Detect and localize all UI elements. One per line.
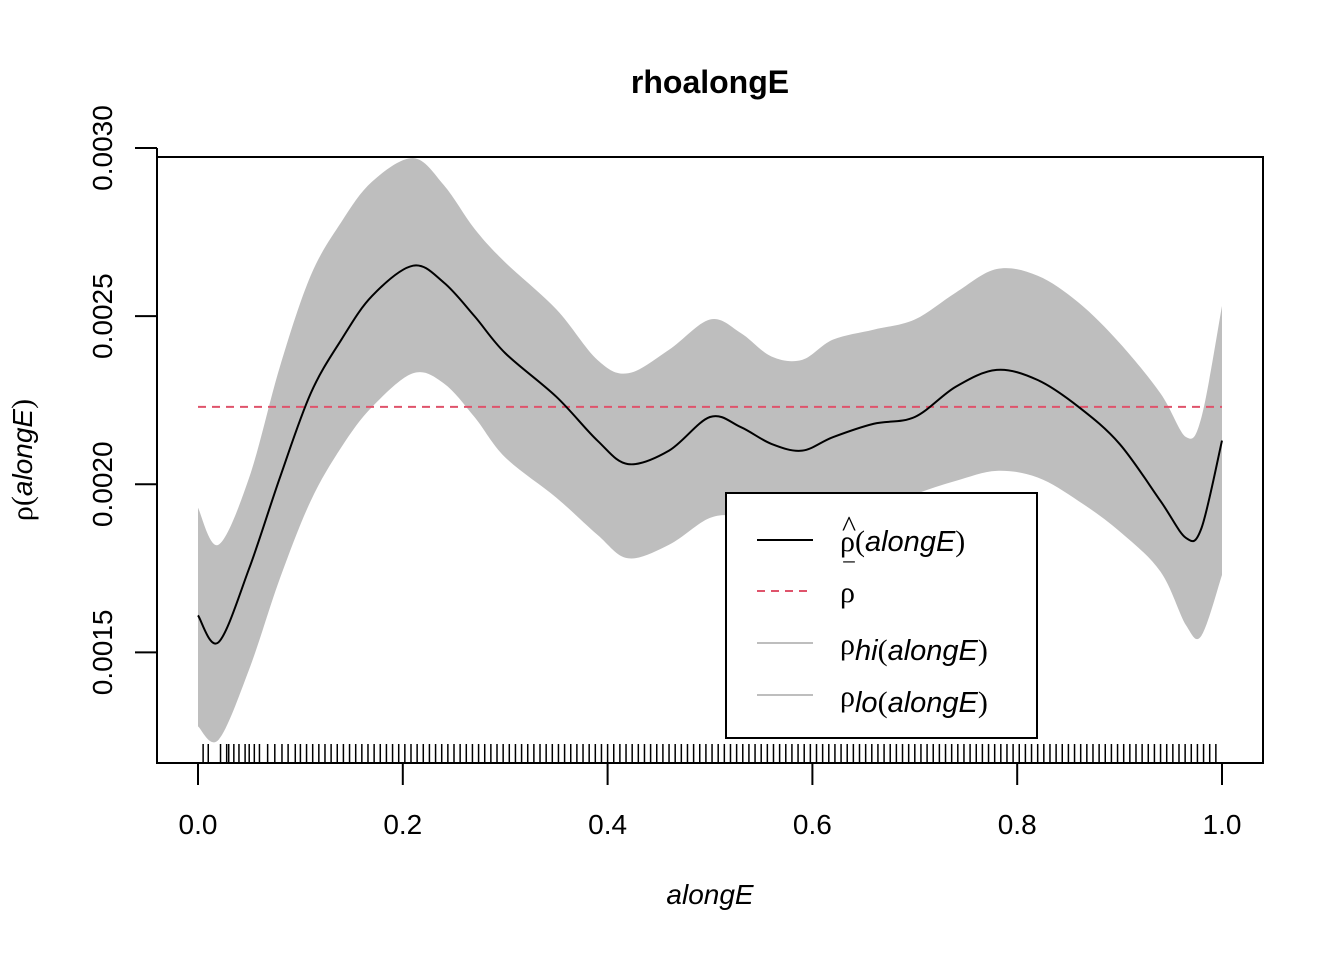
y-tick-label: 0.0030 xyxy=(87,105,118,191)
confidence-band-layer xyxy=(198,158,1222,743)
x-tick-label: 0.2 xyxy=(383,809,422,840)
legend: ρ(alongE)^ ρ‾ ρhi(alongE) ρlo(alongE) xyxy=(725,492,1038,739)
rug-layer xyxy=(202,744,1217,763)
x-tick-label: 0.0 xyxy=(179,809,218,840)
y-axis-label: ρ(alongE) xyxy=(6,399,39,521)
y-axis: 0.0015 0.0020 0.0025 0.0030 xyxy=(87,105,158,696)
y-tick-label: 0.0025 xyxy=(87,273,118,359)
legend-box xyxy=(725,492,1038,739)
legend-entry-label: ρ xyxy=(840,576,855,609)
legend-entry-label: ρ(alongE) xyxy=(840,525,965,558)
x-tick-label: 0.4 xyxy=(588,809,627,840)
x-axis-label: alongE xyxy=(666,879,754,910)
x-tick-label: 1.0 xyxy=(1203,809,1242,840)
x-axis: 0.0 0.2 0.4 0.6 0.8 1.0 xyxy=(179,762,1242,840)
series-line-layer xyxy=(197,264,1223,645)
rho-hat-line xyxy=(197,264,1223,645)
legend-bar-mark: ‾ xyxy=(843,559,855,592)
legend-entry-label: ρlo(alongE) xyxy=(840,680,988,719)
legend-hat-mark: ^ xyxy=(842,510,856,543)
y-tick-label: 0.0020 xyxy=(87,441,118,527)
y-tick-label: 0.0015 xyxy=(87,610,118,696)
x-tick-label: 0.8 xyxy=(998,809,1037,840)
confidence-band xyxy=(198,158,1222,743)
x-tick-label: 0.6 xyxy=(793,809,832,840)
legend-entry-label: ρhi(alongE) xyxy=(840,628,988,667)
chart-title: rhoalongE xyxy=(631,64,789,100)
